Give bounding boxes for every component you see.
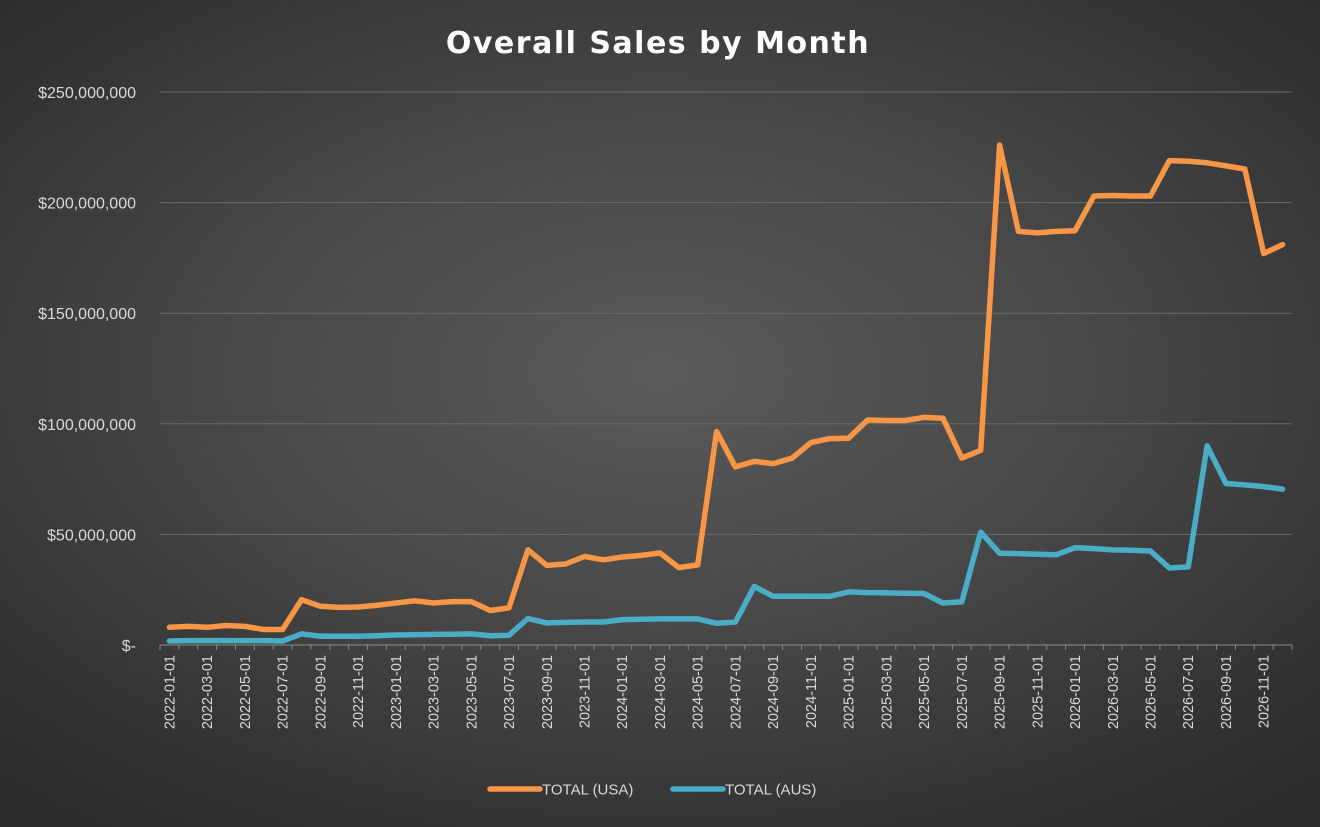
x-tick-label: 2024-03-01 — [653, 655, 669, 729]
x-tick-label: 2024-01-01 — [615, 655, 631, 729]
x-tick-label: 2023-01-01 — [389, 655, 405, 729]
x-tick-label: 2026-05-01 — [1144, 655, 1160, 729]
x-tick-label: 2022-11-01 — [351, 655, 367, 728]
y-tick-label: $- — [122, 638, 136, 655]
y-tick-label: $200,000,000 — [38, 196, 136, 213]
x-tick-label: 2024-05-01 — [691, 655, 707, 729]
x-tick-label: 2023-05-01 — [464, 655, 480, 729]
x-tick-label: 2024-07-01 — [728, 655, 744, 729]
x-tick-label: 2022-01-01 — [162, 655, 178, 729]
x-tick-label: 2024-09-01 — [766, 655, 782, 729]
chart-title: Overall Sales by Month — [446, 26, 870, 61]
legend-label: TOTAL (USA) — [542, 782, 633, 799]
x-tick-label: 2023-03-01 — [427, 655, 443, 729]
x-tick-label: 2022-09-01 — [313, 655, 329, 729]
x-tick-label: 2025-03-01 — [879, 655, 895, 729]
x-tick-label: 2025-01-01 — [842, 655, 858, 729]
x-axis: 2022-01-01 2022-03-01 2022-05-01 2022-07-01… — [159, 644, 1293, 729]
x-tick-label: 2025-05-01 — [917, 655, 933, 729]
x-tick-label: 2026-03-01 — [1106, 655, 1122, 729]
x-tick-label: 2026-09-01 — [1219, 655, 1235, 729]
x-tick-label: 2025-09-01 — [993, 655, 1009, 729]
x-tick-label: 2023-11-01 — [578, 655, 594, 728]
series-line-total-aus — [166, 443, 1286, 644]
x-tick-label: 2025-11-01 — [1030, 655, 1046, 728]
x-tick-label: 2026-11-01 — [1257, 655, 1273, 728]
y-tick-label: $100,000,000 — [38, 417, 136, 434]
x-tick-label: 2025-07-01 — [955, 655, 971, 729]
y-tick-label: $250,000,000 — [38, 85, 136, 102]
x-tick-label: 2023-09-01 — [540, 655, 556, 729]
x-tick-label: 2022-05-01 — [238, 655, 254, 729]
x-tick-label: 2022-07-01 — [276, 655, 292, 729]
legend-label: TOTAL (AUS) — [725, 782, 816, 799]
y-axis: $- $50,000,000 $100,000,000 $150,000,000 $20… — [38, 85, 136, 655]
x-tick-label: 2023-07-01 — [502, 655, 518, 729]
x-tick-label: 2026-07-01 — [1181, 655, 1197, 729]
legend: TOTAL (USA) TOTAL (AUS) — [487, 782, 816, 799]
x-tick-label: 2026-01-01 — [1068, 655, 1084, 729]
series-line-total-usa — [166, 142, 1286, 633]
x-tick-label: 2024-11-01 — [804, 655, 820, 728]
series-lines — [166, 142, 1286, 644]
y-tick-label: $50,000,000 — [47, 527, 136, 544]
gridlines — [160, 91, 1292, 535]
y-tick-label: $150,000,000 — [38, 306, 136, 323]
x-tick-label: 2022-03-01 — [200, 655, 216, 729]
